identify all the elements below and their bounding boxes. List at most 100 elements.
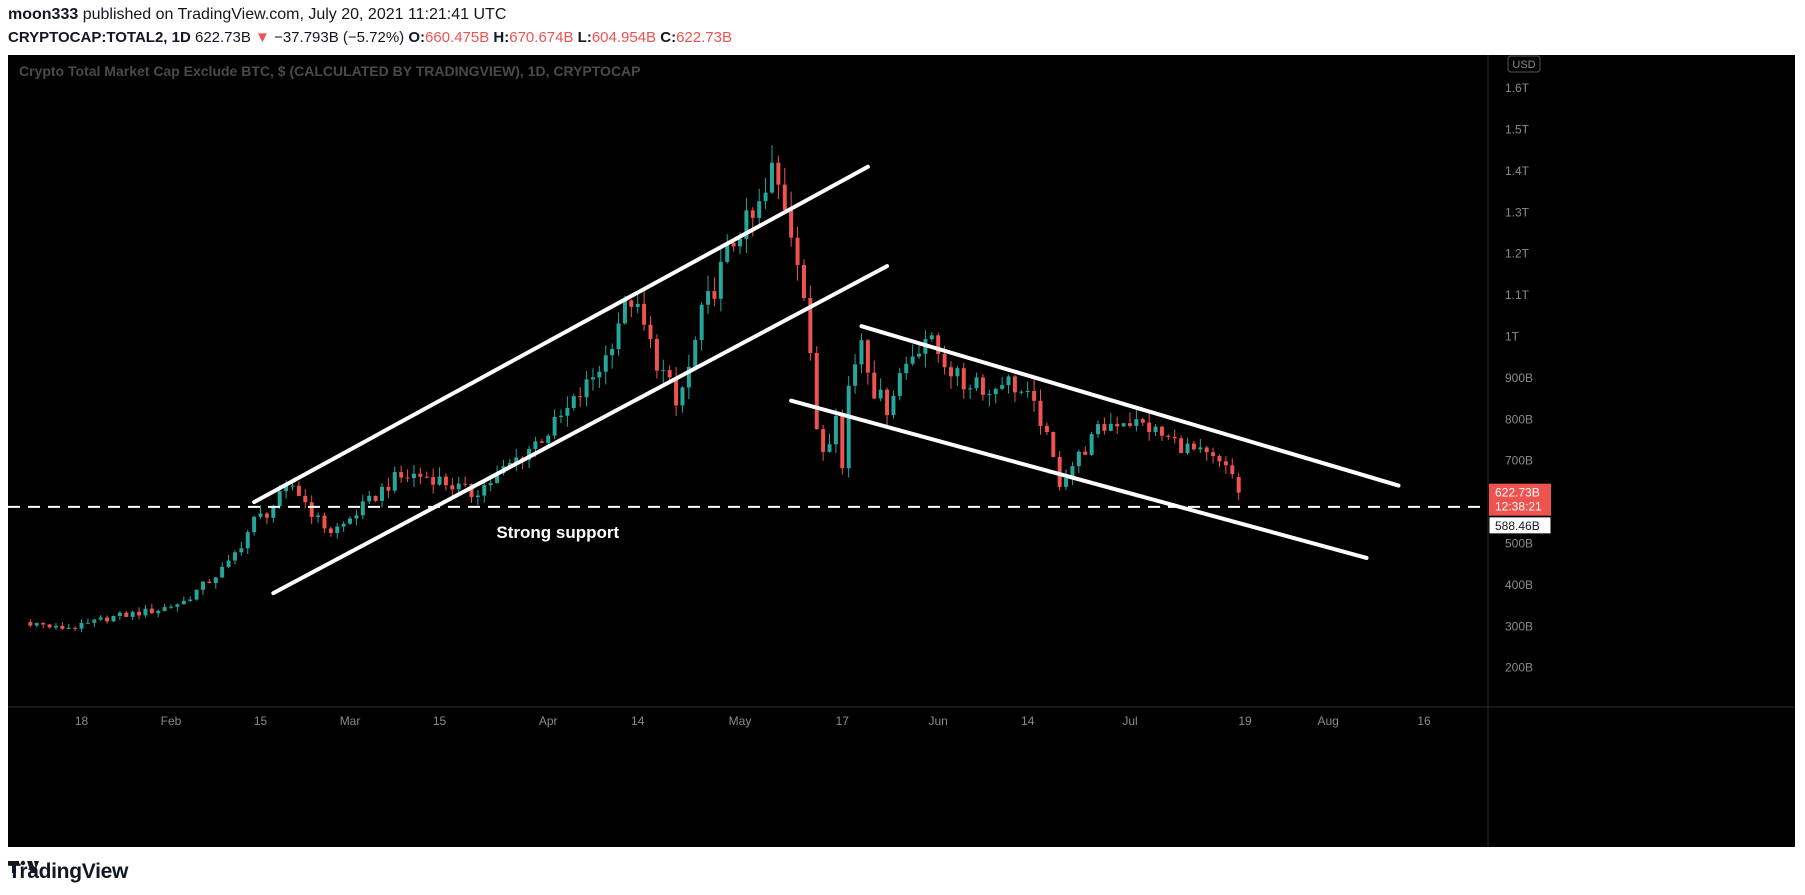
candle-body (731, 242, 736, 247)
currency-badge[interactable] (1507, 55, 1541, 73)
candle-body (149, 608, 154, 614)
candle-body (846, 385, 851, 469)
time-tick-label: Feb (161, 714, 182, 728)
time-tick-label: 16 (1417, 714, 1431, 728)
descending-channel-upper[interactable] (859, 324, 1401, 488)
candlestick-series (28, 145, 1241, 633)
candle-body (181, 600, 186, 605)
candle-body (1223, 461, 1228, 466)
support-price-badge (1488, 516, 1552, 535)
descending-channel-lower[interactable] (789, 398, 1369, 560)
candle-body (239, 548, 244, 553)
candle-body (597, 371, 602, 378)
candle-body (757, 201, 762, 218)
candle-body (1153, 426, 1158, 433)
candle-body (1096, 424, 1101, 435)
candle-body (418, 473, 423, 477)
candle-body (955, 368, 960, 377)
candle-body (680, 387, 685, 406)
candle-body (1051, 431, 1056, 457)
candle-body (175, 604, 180, 607)
candle-body (495, 473, 500, 484)
candle-body (789, 209, 794, 238)
time-tick-label: 14 (1021, 714, 1035, 728)
candle-body (1166, 435, 1171, 437)
candle-body (859, 340, 864, 365)
candle-body (341, 523, 346, 527)
price-change: −37.793B (−5.72%) (274, 29, 405, 46)
candle-body (28, 622, 33, 626)
candle-body (309, 502, 314, 517)
symbol-label[interactable]: CRYPTOCAP:TOTAL2, 1D (8, 29, 191, 46)
publisher-name[interactable]: moon333 (8, 6, 79, 23)
low-label: L: (577, 29, 592, 46)
candle-body (1236, 477, 1241, 493)
candle-body (904, 363, 909, 374)
candle-body (686, 366, 691, 388)
chart-frame[interactable]: Crypto Total Market Cap Exclude BTC, $ (… (8, 55, 1795, 847)
candle-body (993, 388, 998, 395)
last-price-badge-text: 622.73B (1495, 486, 1540, 500)
candle-body (974, 377, 979, 389)
candle-body (648, 324, 653, 339)
tradingview-wordmark: TradingView (8, 860, 129, 883)
candle-body (642, 303, 647, 325)
ascending-channel-lower[interactable] (271, 264, 890, 596)
candle-body (463, 483, 468, 485)
support-price-badge-text: 588.46B (1495, 519, 1540, 533)
candle-body (1012, 376, 1017, 393)
candle-body (987, 394, 992, 396)
candle-body (712, 291, 717, 299)
price-tick-label: 800B (1505, 412, 1533, 426)
price-tick-label: 1.5T (1505, 123, 1530, 137)
candle-body (488, 483, 493, 486)
candle-body (1070, 466, 1075, 479)
candle-body (897, 373, 902, 396)
candle-body (1191, 443, 1196, 450)
candle-body (252, 516, 257, 533)
candle-body (207, 581, 212, 584)
candle-body (744, 210, 749, 239)
candle-body (386, 486, 391, 491)
open-label: O: (408, 29, 426, 46)
candle-body (891, 395, 896, 416)
time-tick-label: 17 (836, 714, 850, 728)
time-axis[interactable]: 18 Feb 15 Mar 15 Apr 14 May 17 Jun 14 Jul 19 Aug 16 (75, 714, 1431, 728)
price-chart[interactable]: Crypto Total Market Cap Exclude BTC, $ (… (8, 55, 1795, 847)
candle-body (706, 291, 711, 305)
price-tick-label: 900B (1505, 371, 1533, 385)
candle-body (264, 513, 269, 518)
candle-body (1115, 423, 1120, 427)
candle-body (41, 623, 46, 625)
ascending-channel-upper[interactable] (252, 164, 870, 505)
candle-body (1204, 447, 1209, 453)
candle-body (584, 379, 589, 398)
candle-body (450, 485, 455, 490)
candle-body (1089, 434, 1094, 455)
candle-body (1198, 447, 1203, 450)
time-tick-label: 18 (75, 714, 89, 728)
candle-body (201, 581, 205, 590)
candle-body (226, 560, 231, 567)
price-axis[interactable]: 200B300B400B500B600B700B800B900B1T1.1T1.… (1505, 81, 1533, 675)
candle-body (961, 368, 966, 390)
candle-body (929, 335, 934, 340)
candle-body (437, 476, 442, 485)
candle-body (1121, 423, 1126, 427)
candle-body (456, 483, 461, 490)
candle-body (661, 370, 666, 372)
close-label: C: (660, 29, 677, 46)
candle-body (79, 622, 84, 629)
candle-body (169, 606, 174, 608)
candle-body (814, 352, 819, 430)
candle-body (399, 472, 404, 478)
candle-body (603, 355, 608, 372)
candle-body (1230, 465, 1235, 475)
candle-body (335, 526, 340, 533)
candle-body (124, 612, 129, 617)
candle-body (776, 162, 781, 185)
tradingview-footer[interactable]: TradingView (8, 857, 128, 887)
candle-body (840, 415, 845, 469)
countdown-text: 12:38:21 (1495, 500, 1542, 514)
